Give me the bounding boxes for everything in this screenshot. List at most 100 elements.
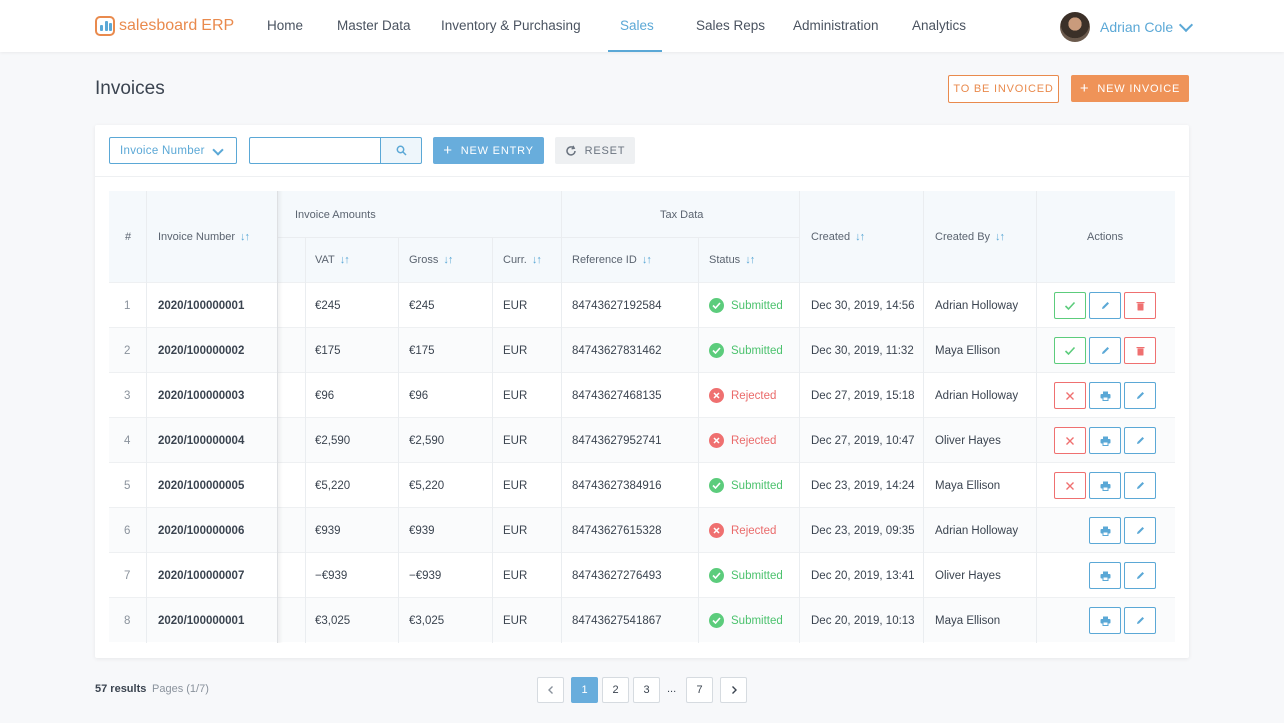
sort-icon: ↓↑ (641, 254, 652, 266)
created-cell: Dec 27, 2019, 15:18 (811, 389, 915, 402)
to-be-invoiced-button[interactable]: TO BE INVOICED (948, 75, 1059, 103)
nav-administration[interactable]: Administration (793, 18, 879, 33)
invoice-number-cell: 2020/100000007 (158, 569, 245, 582)
created-cell: Dec 20, 2019, 13:41 (811, 569, 915, 582)
nav-sales-reps[interactable]: Sales Reps (696, 18, 766, 33)
created-cell: Dec 20, 2019, 10:13 (811, 614, 915, 627)
created-cell: Dec 27, 2019, 10:47 (811, 434, 915, 447)
reference-id-cell: 84743627952741 (572, 434, 662, 447)
reference-id-cell: 84743627468135 (572, 389, 662, 402)
header-created[interactable]: Created ↓↑ (811, 231, 865, 243)
filter-field-select[interactable]: Invoice Number (109, 137, 237, 164)
pencil-icon (1135, 570, 1146, 581)
invoice-number-cell: 2020/100000006 (158, 524, 245, 537)
to-be-invoiced-label: TO BE INVOICED (953, 83, 1054, 95)
reset-label: RESET (584, 144, 626, 157)
edit-button[interactable] (1124, 607, 1156, 634)
cancel-button[interactable] (1054, 427, 1086, 454)
status-badge: Submitted (709, 478, 783, 493)
print-button[interactable] (1089, 562, 1121, 589)
reference-id-cell: 84743627276493 (572, 569, 662, 582)
pagination-next-button[interactable] (720, 677, 747, 703)
divider (95, 176, 1189, 177)
delete-button[interactable] (1124, 337, 1156, 364)
pagination-page-7[interactable]: 7 (686, 677, 713, 703)
user-menu[interactable]: Adrian Cole (1060, 12, 1194, 42)
header-invoice-amounts: Invoice Amounts (295, 209, 376, 221)
status-badge: Rejected (709, 388, 776, 403)
table-row[interactable]: 2 2020/100000002 €175 €175 EUR 84743627831462… (109, 327, 1175, 372)
approve-button[interactable] (1054, 337, 1086, 364)
pencil-icon (1135, 390, 1146, 401)
edit-button[interactable] (1089, 337, 1121, 364)
close-icon (1065, 481, 1075, 491)
header-curr-label: Curr. (503, 254, 527, 266)
nav-home[interactable]: Home (267, 18, 304, 33)
header-gross[interactable]: Gross ↓↑ (409, 254, 453, 266)
status-cell: Submitted (709, 283, 783, 328)
status-cell: Rejected (709, 508, 776, 553)
edit-button[interactable] (1124, 472, 1156, 499)
table-row[interactable]: 8 2020/100000001 €3,025 €3,025 EUR 8474362754… (109, 597, 1175, 642)
nav-master-data[interactable]: Master Data (337, 18, 411, 33)
print-button[interactable] (1089, 427, 1121, 454)
header-status[interactable]: Status ↓↑ (709, 254, 755, 266)
cancel-button[interactable] (1054, 472, 1086, 499)
new-invoice-button[interactable]: + NEW INVOICE (1071, 75, 1189, 102)
pencil-icon (1135, 525, 1146, 536)
header-created-by[interactable]: Created By ↓↑ (935, 231, 1005, 243)
gross-cell: €245 (409, 299, 435, 312)
cancel-button[interactable] (1054, 382, 1086, 409)
new-entry-button[interactable]: + NEW ENTRY (433, 137, 544, 164)
check-circle-icon (709, 568, 724, 583)
status-label: Rejected (731, 524, 777, 537)
nav-sales[interactable]: Sales (620, 18, 654, 33)
header-invoice-number[interactable]: Invoice Number ↓↑ (158, 231, 250, 243)
check-circle-icon (709, 478, 724, 493)
table-row[interactable]: 5 2020/100000005 €5,220 €5,220 EUR 8474362738… (109, 462, 1175, 507)
reference-id-cell: 84743627615328 (572, 524, 662, 537)
edit-button[interactable] (1124, 517, 1156, 544)
delete-button[interactable] (1124, 292, 1156, 319)
nav-inventory-purchasing[interactable]: Inventory & Purchasing (441, 18, 581, 33)
header-gross-label: Gross (409, 254, 439, 266)
chevron-left-icon (547, 686, 553, 694)
approve-button[interactable] (1054, 292, 1086, 319)
status-badge: Rejected (709, 433, 776, 448)
print-button[interactable] (1089, 472, 1121, 499)
header-created-by-label: Created By (935, 231, 991, 243)
print-button[interactable] (1089, 382, 1121, 409)
print-button[interactable] (1089, 517, 1121, 544)
edit-button[interactable] (1124, 562, 1156, 589)
edit-button[interactable] (1089, 292, 1121, 319)
created-by-cell: Adrian Holloway (935, 389, 1019, 402)
pagination-page-3[interactable]: 3 (633, 677, 660, 703)
x-circle-icon (709, 433, 724, 448)
nav-analytics[interactable]: Analytics (912, 18, 967, 33)
currency-cell: EUR (503, 434, 528, 447)
app-logo[interactable]: salesboard ERP (95, 15, 234, 37)
search-input[interactable] (249, 137, 381, 164)
header-curr[interactable]: Curr. ↓↑ (503, 254, 542, 266)
pencil-icon (1135, 480, 1146, 491)
table-row[interactable]: 3 2020/100000003 €96 €96 EUR 84743627468135 De… (109, 372, 1175, 417)
pagination-page-2[interactable]: 2 (602, 677, 629, 703)
table-row[interactable]: 1 2020/100000001 €245 €245 EUR 84743627192584… (109, 282, 1175, 327)
print-button[interactable] (1089, 607, 1121, 634)
status-label: Submitted (731, 614, 783, 627)
edit-button[interactable] (1124, 427, 1156, 454)
table-row[interactable]: 4 2020/100000004 €2,590 €2,590 EUR 8474362795… (109, 417, 1175, 462)
edit-button[interactable] (1124, 382, 1156, 409)
invoice-number-cell: 2020/100000004 (158, 434, 245, 447)
logo-suffix: ERP (201, 17, 235, 34)
row-index: 7 (124, 569, 131, 582)
header-vat[interactable]: VAT ↓↑ (315, 254, 350, 266)
search-button[interactable] (380, 137, 422, 164)
x-circle-icon (709, 523, 724, 538)
table-row[interactable]: 7 2020/100000007 −€939 −€939 EUR 847436272764… (109, 552, 1175, 597)
pagination-prev-button[interactable] (537, 677, 564, 703)
header-reference-id[interactable]: Reference ID ↓↑ (572, 254, 652, 266)
table-row[interactable]: 6 2020/100000006 €939 €939 EUR 84743627615328… (109, 507, 1175, 552)
reset-button[interactable]: RESET (555, 137, 635, 164)
pagination-page-1[interactable]: 1 (571, 677, 598, 703)
